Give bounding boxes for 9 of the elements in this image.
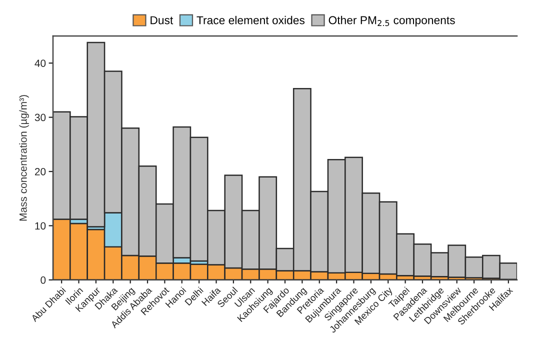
y-axis-title: Mass concentration (µg/m³) [19, 95, 29, 221]
legend-label: Trace element oxides [196, 16, 305, 24]
y-tick-label: 10 [35, 222, 46, 230]
y-tick-label: 0 [40, 276, 46, 284]
legend-label: Other PM$_{2.5}$ components [328, 16, 455, 26]
legend-label: Dust [150, 16, 174, 24]
y-tick-label: 30 [34, 114, 46, 122]
y-tick-label: 40 [34, 60, 46, 67]
y-tick-label: 20 [34, 168, 46, 176]
